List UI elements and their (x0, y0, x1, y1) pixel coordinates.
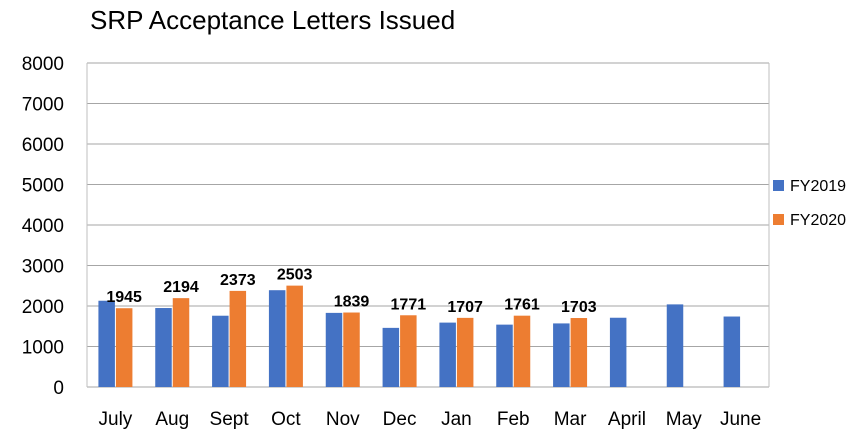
y-tick-label: 4000 (22, 216, 64, 237)
legend-swatch-fy2020 (773, 214, 784, 225)
bar-fy2020 (456, 317, 474, 387)
x-tick-label: July (99, 409, 133, 430)
bar-fy2020 (570, 318, 588, 387)
bar-fy2019 (609, 317, 627, 387)
bar-fy2019 (98, 300, 115, 387)
bar-fy2019 (439, 322, 456, 387)
bar-fy2019 (382, 327, 400, 387)
x-tick-label: Jan (441, 409, 472, 430)
data-label: 1771 (391, 296, 427, 313)
bar-fy2020 (229, 290, 247, 387)
legend: FY2019 FY2020 (773, 178, 846, 229)
x-tick-label: April (608, 409, 646, 430)
data-label: 2194 (163, 279, 199, 296)
bar-fy2019 (155, 308, 172, 387)
bars (98, 285, 741, 387)
x-tick-label: June (720, 409, 761, 430)
data-label: 1839 (334, 294, 370, 311)
bar-fy2020 (400, 315, 417, 387)
x-tick-label: Dec (383, 409, 417, 430)
y-tick-label: 6000 (22, 135, 64, 156)
x-tick-label: Mar (554, 409, 587, 430)
y-tick-label: 7000 (22, 95, 64, 116)
legend-swatch-fy2019 (773, 180, 784, 191)
y-axis-ticks: 0 1000 2000 3000 4000 5000 6000 7000 8000 (22, 54, 64, 399)
bar-fy2020 (513, 315, 531, 387)
x-axis-ticks: July Aug Sept Oct Nov Dec Jan Feb Mar April May Jun… (99, 409, 762, 430)
data-label: 1761 (504, 297, 540, 314)
bar-fy2019 (496, 324, 513, 387)
x-tick-label: Sept (210, 409, 250, 430)
data-label: 1703 (561, 299, 597, 316)
y-tick-label: 5000 (22, 176, 64, 197)
bar-fy2019 (666, 304, 684, 387)
x-tick-label: May (666, 409, 702, 430)
data-label: 1945 (106, 289, 142, 306)
y-tick-label: 1000 (22, 338, 64, 359)
bar-fy2019 (268, 290, 286, 387)
bar-fy2020 (286, 285, 303, 387)
y-tick-label: 3000 (22, 257, 64, 278)
y-tick-label: 0 (53, 378, 64, 399)
bar-fy2019 (553, 323, 570, 387)
bar-fy2020 (343, 312, 360, 387)
data-label: 1707 (447, 299, 483, 316)
x-tick-label: Feb (497, 409, 530, 430)
bar-fy2019 (212, 315, 229, 387)
data-label: 2373 (220, 272, 256, 289)
x-tick-label: Aug (155, 409, 189, 430)
legend-label: FY2019 (790, 178, 846, 195)
bar-fy2020 (172, 298, 190, 387)
gridlines (86, 62, 770, 388)
bar-fy2019 (325, 312, 343, 387)
bar-fy2019 (723, 316, 741, 387)
x-tick-label: Nov (326, 409, 360, 430)
y-tick-label: 2000 (22, 297, 64, 318)
y-tick-label: 8000 (22, 54, 64, 75)
data-labels: 1945 2194 2373 2503 1839 1771 1707 1761 1703 (106, 267, 596, 316)
bar-fy2020 (115, 308, 133, 387)
data-label: 2503 (277, 267, 313, 284)
legend-label: FY2020 (790, 212, 846, 229)
chart-title: SRP Acceptance Letters Issued (90, 5, 455, 35)
x-tick-label: Oct (271, 409, 301, 430)
